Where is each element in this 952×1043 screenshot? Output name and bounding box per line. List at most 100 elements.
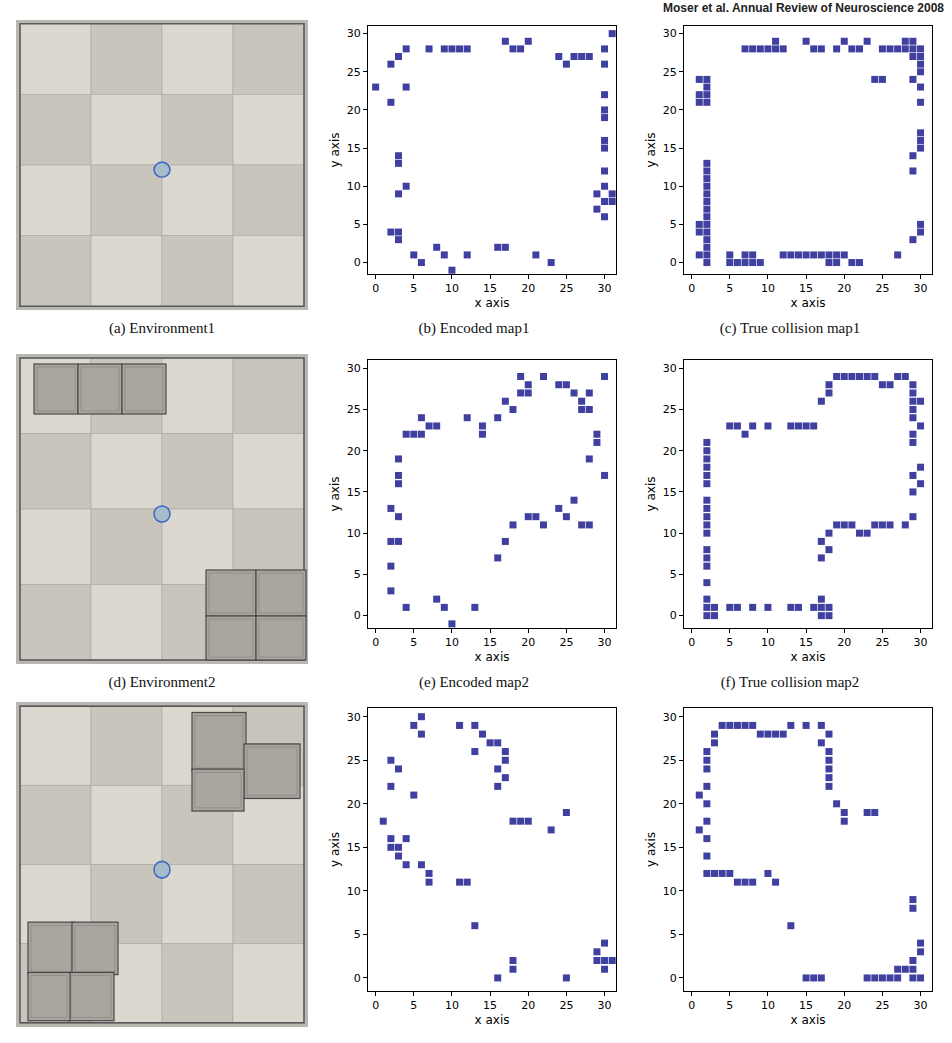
svg-text:5: 5 xyxy=(726,282,733,295)
svg-text:15: 15 xyxy=(663,486,677,499)
svg-text:15: 15 xyxy=(483,282,497,295)
svg-text:30: 30 xyxy=(598,999,612,1012)
svg-text:0: 0 xyxy=(372,636,379,649)
svg-text:10: 10 xyxy=(347,180,361,193)
svg-text:15: 15 xyxy=(799,636,813,649)
svg-text:15: 15 xyxy=(347,486,361,499)
svg-text:25: 25 xyxy=(559,999,573,1012)
svg-text:20: 20 xyxy=(521,282,535,295)
svg-text:15: 15 xyxy=(483,636,497,649)
svg-text:25: 25 xyxy=(875,999,889,1012)
svg-text:5: 5 xyxy=(410,636,417,649)
svg-text:10: 10 xyxy=(445,999,459,1012)
svg-text:5: 5 xyxy=(670,928,677,941)
svg-text:5: 5 xyxy=(354,928,361,941)
svg-text:10: 10 xyxy=(347,527,361,540)
svg-text:30: 30 xyxy=(914,282,928,295)
svg-text:5: 5 xyxy=(726,636,733,649)
svg-text:5: 5 xyxy=(410,999,417,1012)
svg-text:10: 10 xyxy=(445,282,459,295)
svg-text:0: 0 xyxy=(354,972,361,985)
svg-text:25: 25 xyxy=(559,282,573,295)
svg-text:0: 0 xyxy=(670,972,677,985)
html-text:(c) True collision map1: (c) True collision map1 xyxy=(719,320,861,336)
svg-text:25: 25 xyxy=(875,636,889,649)
svg-text:x axis: x axis xyxy=(791,296,826,310)
svg-text:y axis: y axis xyxy=(328,133,342,168)
svg-text:30: 30 xyxy=(663,711,677,724)
svg-text:30: 30 xyxy=(598,636,612,649)
svg-text:20: 20 xyxy=(837,636,851,649)
svg-text:20: 20 xyxy=(347,104,361,117)
svg-text:y axis: y axis xyxy=(644,133,658,168)
svg-text:y axis: y axis xyxy=(644,832,658,867)
svg-text:20: 20 xyxy=(663,445,677,458)
svg-text:25: 25 xyxy=(875,282,889,295)
svg-text:0: 0 xyxy=(354,609,361,622)
svg-text:30: 30 xyxy=(347,711,361,724)
svg-text:25: 25 xyxy=(663,66,677,79)
svg-text:10: 10 xyxy=(347,885,361,898)
svg-text:15: 15 xyxy=(663,841,677,854)
svg-text:30: 30 xyxy=(914,999,928,1012)
svg-text:25: 25 xyxy=(347,66,361,79)
svg-text:10: 10 xyxy=(761,636,775,649)
svg-text:15: 15 xyxy=(663,142,677,155)
svg-text:10: 10 xyxy=(663,180,677,193)
svg-text:15: 15 xyxy=(347,841,361,854)
svg-text:20: 20 xyxy=(347,445,361,458)
svg-text:25: 25 xyxy=(559,636,573,649)
svg-text:30: 30 xyxy=(347,362,361,375)
svg-text:x axis: x axis xyxy=(475,650,510,664)
svg-text:5: 5 xyxy=(410,282,417,295)
svg-text:x axis: x axis xyxy=(791,650,826,664)
svg-text:10: 10 xyxy=(761,999,775,1012)
svg-text:30: 30 xyxy=(914,636,928,649)
html-text:(a) Environment1: (a) Environment1 xyxy=(108,320,216,336)
svg-text:5: 5 xyxy=(354,568,361,581)
svg-text:0: 0 xyxy=(670,609,677,622)
html-text:(b) Encoded map1: (b) Encoded map1 xyxy=(418,320,530,336)
svg-text:y axis: y axis xyxy=(328,832,342,867)
svg-text:20: 20 xyxy=(837,999,851,1012)
svg-text:30: 30 xyxy=(663,27,677,40)
svg-text:y axis: y axis xyxy=(644,477,658,512)
svg-text:10: 10 xyxy=(663,527,677,540)
svg-text:25: 25 xyxy=(663,403,677,416)
svg-text:10: 10 xyxy=(761,282,775,295)
svg-text:20: 20 xyxy=(837,282,851,295)
svg-text:30: 30 xyxy=(663,362,677,375)
svg-text:15: 15 xyxy=(799,999,813,1012)
svg-text:5: 5 xyxy=(670,218,677,231)
svg-text:15: 15 xyxy=(347,142,361,155)
svg-text:10: 10 xyxy=(663,885,677,898)
svg-text:30: 30 xyxy=(598,282,612,295)
html-text:(d) Environment2: (d) Environment2 xyxy=(108,674,216,690)
svg-text:5: 5 xyxy=(354,218,361,231)
svg-text:20: 20 xyxy=(663,104,677,117)
svg-text:x axis: x axis xyxy=(475,1013,510,1027)
svg-text:0: 0 xyxy=(688,282,695,295)
svg-text:5: 5 xyxy=(726,999,733,1012)
svg-text:x axis: x axis xyxy=(475,296,510,310)
svg-text:20: 20 xyxy=(521,636,535,649)
svg-text:25: 25 xyxy=(347,403,361,416)
svg-text:15: 15 xyxy=(483,999,497,1012)
svg-text:15: 15 xyxy=(799,282,813,295)
svg-text:0: 0 xyxy=(372,999,379,1012)
svg-text:30: 30 xyxy=(347,27,361,40)
svg-text:0: 0 xyxy=(688,999,695,1012)
svg-text:25: 25 xyxy=(347,754,361,767)
svg-text:5: 5 xyxy=(670,568,677,581)
svg-text:0: 0 xyxy=(372,282,379,295)
svg-text:x axis: x axis xyxy=(791,1013,826,1027)
svg-text:20: 20 xyxy=(347,798,361,811)
svg-text:y axis: y axis xyxy=(328,477,342,512)
svg-text:10: 10 xyxy=(445,636,459,649)
svg-text:20: 20 xyxy=(521,999,535,1012)
svg-text:0: 0 xyxy=(354,256,361,269)
svg-text:0: 0 xyxy=(670,256,677,269)
svg-text:20: 20 xyxy=(663,798,677,811)
svg-text:25: 25 xyxy=(663,754,677,767)
svg-text:0: 0 xyxy=(688,636,695,649)
